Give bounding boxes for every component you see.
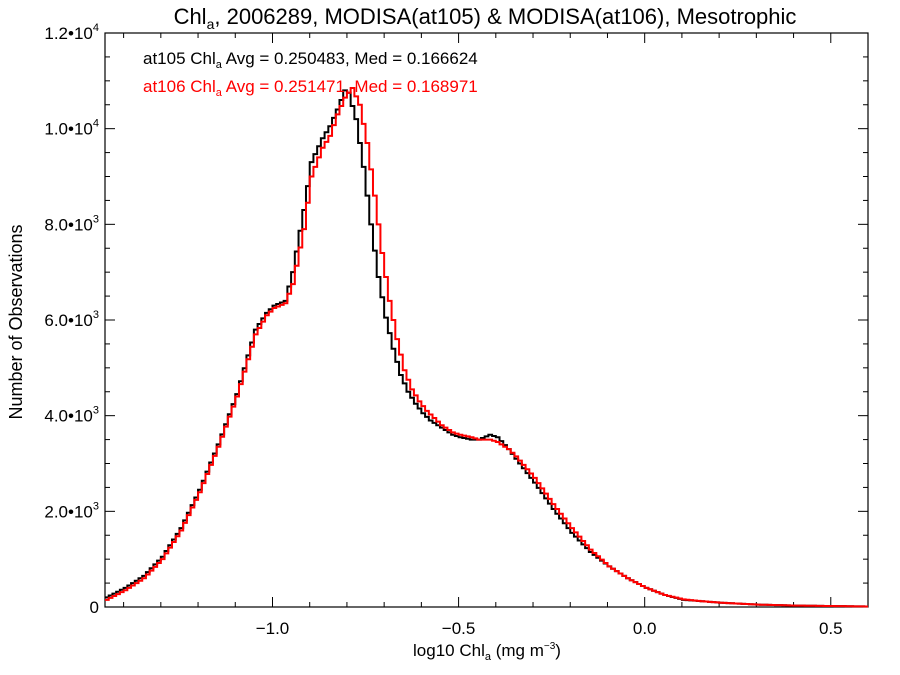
plot-lines [105, 87, 868, 608]
y-axis-label: Number of Observations [6, 224, 26, 419]
x-tick-label: −1.0 [256, 619, 290, 638]
y-tick-label: 6.0•103 [44, 309, 99, 330]
plot-frame [104, 32, 869, 608]
series-line-2 [105, 87, 868, 608]
x-tick-label: −0.5 [442, 619, 476, 638]
x-tick-label: 0.0 [633, 619, 657, 638]
axes: −1.0 −0.5 0.0 0.5 0 2.0•103 4.0•103 6.0•103 8.0•… [44, 22, 869, 638]
y-tick-label: 2.0•103 [44, 500, 99, 521]
x-axis-label: log10 Chla (mg m−3) [413, 641, 561, 663]
x-tick-label: 0.5 [819, 619, 843, 638]
legend-entry-1: at105 Chla Avg = 0.250483, Med = 0.16662… [143, 49, 478, 71]
y-tick-label: 8.0•103 [44, 213, 99, 234]
legend-entry-2: at106 Chla Avg = 0.251471, Med = 0.16897… [143, 77, 478, 99]
legend: at105 Chla Avg = 0.250483, Med = 0.16662… [143, 49, 478, 99]
series-line-1 [105, 89, 868, 608]
y-tick-label: 0 [90, 598, 99, 617]
chart-title: Chla, 2006289, MODISA(at105) & MODISA(at… [174, 4, 797, 32]
y-tick-label: 1.2•104 [44, 22, 99, 43]
y-tick-label: 4.0•103 [44, 405, 99, 426]
y-tick-label: 1.0•104 [44, 118, 99, 139]
